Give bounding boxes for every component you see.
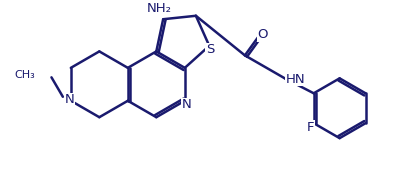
Text: N: N [65, 93, 75, 106]
Text: F: F [307, 121, 315, 134]
Text: O: O [257, 28, 268, 41]
Text: CH₃: CH₃ [15, 70, 36, 80]
Text: N: N [182, 98, 192, 111]
Text: NH₂: NH₂ [147, 2, 172, 15]
Text: HN: HN [286, 73, 305, 86]
Text: S: S [206, 43, 215, 56]
